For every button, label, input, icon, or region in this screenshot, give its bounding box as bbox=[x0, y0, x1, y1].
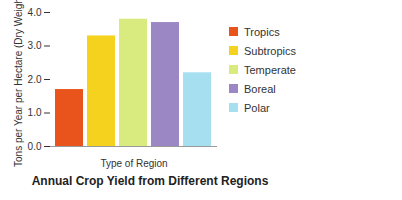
html-text:Boreal: Boreal bbox=[244, 82, 276, 95]
svg-text:3.0: 3.0 bbox=[28, 40, 42, 51]
html-text:Temperate: Temperate bbox=[244, 63, 296, 76]
svg-text:4.0: 4.0 bbox=[28, 7, 42, 18]
html-text:Tropics: Tropics bbox=[244, 25, 280, 38]
svg-text:Tons per Year per Hectare (Dry: Tons per Year per Hectare (Dry Weight) bbox=[13, 0, 24, 167]
svg-text:Type of Region: Type of Region bbox=[100, 158, 167, 169]
html-text:Subtropics: Subtropics bbox=[244, 44, 296, 57]
svg-text:1.0: 1.0 bbox=[28, 107, 42, 118]
html-text:Annual Crop Yield from Differe: Annual Crop Yield from Different Regions bbox=[31, 174, 269, 188]
svg-text:2.0: 2.0 bbox=[28, 74, 42, 85]
html-text:Polar: Polar bbox=[244, 101, 270, 114]
svg-text:0.0: 0.0 bbox=[28, 141, 42, 152]
